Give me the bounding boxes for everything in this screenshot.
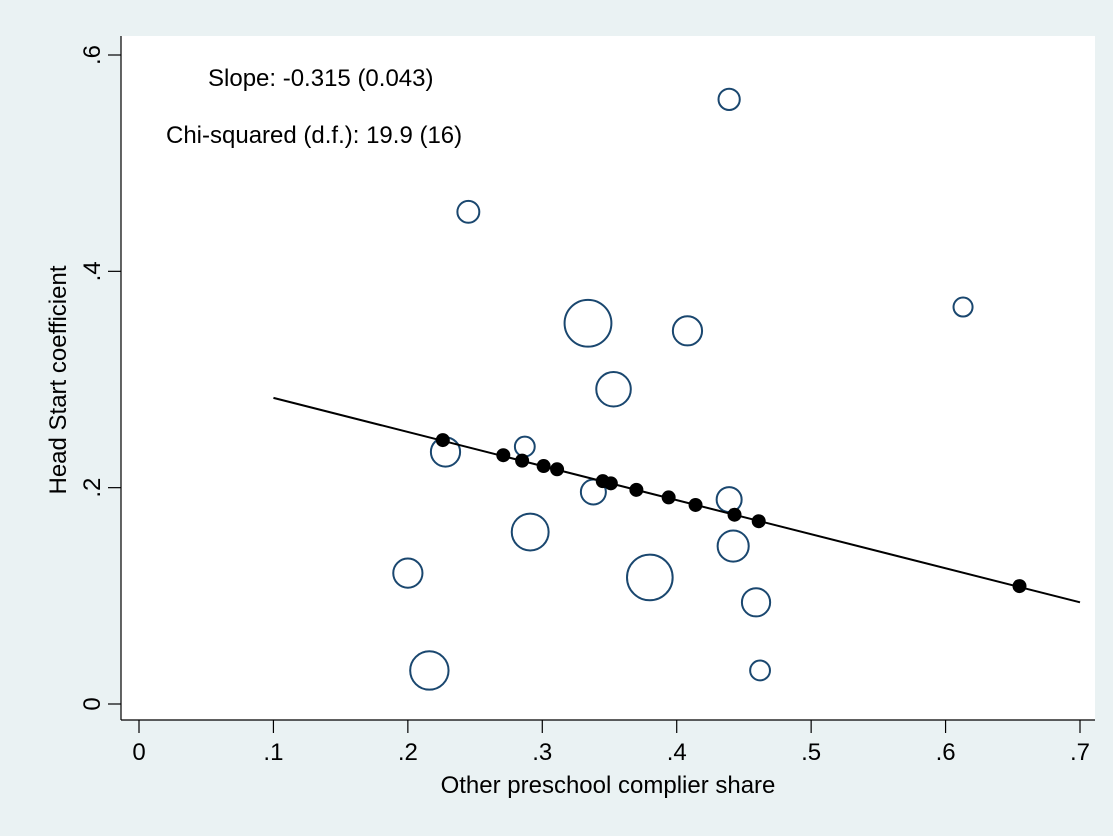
filled-dot-point bbox=[550, 462, 565, 477]
filled-dot-point bbox=[688, 497, 703, 512]
filled-dot-point bbox=[727, 507, 742, 522]
slope-annotation: Slope: -0.315 (0.043) bbox=[208, 65, 433, 92]
x-tick-label: 0 bbox=[132, 739, 145, 766]
filled-dot-point bbox=[536, 459, 551, 474]
chi-squared-annotation: Chi-squared (d.f.): 19.9 (16) bbox=[166, 122, 462, 149]
hollow-circle-point bbox=[671, 315, 704, 347]
hollow-circle-point bbox=[749, 659, 771, 682]
plot-area bbox=[121, 36, 1095, 720]
hollow-circle-point bbox=[716, 529, 750, 563]
hollow-circle-point bbox=[392, 557, 424, 589]
hollow-circle-point bbox=[595, 370, 632, 408]
hollow-circle-point bbox=[740, 587, 772, 618]
x-axis-ticks: 0 .1 .2 .3 .4 .5 .6 .7 bbox=[132, 720, 1090, 766]
x-tick-label: .4 bbox=[667, 739, 687, 766]
fit-line bbox=[273, 396, 1081, 604]
y-axis-ticks: 0 .2 .4 .6 bbox=[79, 45, 121, 711]
x-tick-label: .6 bbox=[936, 739, 956, 766]
hollow-circle-point bbox=[456, 199, 481, 224]
y-tick-label: .2 bbox=[79, 478, 106, 498]
filled-dot-point bbox=[1012, 579, 1027, 594]
x-tick-label: .5 bbox=[801, 739, 821, 766]
x-axis-label: Other preschool complier share bbox=[441, 772, 776, 799]
x-tick-label: .1 bbox=[263, 739, 283, 766]
y-tick-label: .6 bbox=[79, 45, 106, 65]
data-marks bbox=[273, 87, 1081, 691]
hollow-circle-point bbox=[626, 553, 674, 602]
hollow-circle-point bbox=[952, 296, 974, 318]
filled-dot-point bbox=[751, 514, 766, 529]
filled-dot-point bbox=[515, 453, 530, 468]
y-tick-label: .4 bbox=[79, 261, 106, 281]
filled-dot-point bbox=[435, 433, 450, 448]
filled-dot-point bbox=[603, 476, 618, 491]
hollow-circle-point bbox=[510, 512, 550, 552]
filled-dot-point bbox=[661, 490, 676, 505]
hollow-circle-point bbox=[409, 650, 450, 691]
hollow-circle-point bbox=[563, 298, 613, 348]
hollow-circle-point bbox=[717, 87, 741, 111]
y-axis-label: Head Start coefficient bbox=[45, 265, 72, 494]
filled-dot-point bbox=[496, 448, 511, 463]
x-tick-label: .3 bbox=[532, 739, 552, 766]
y-tick-label: 0 bbox=[79, 697, 106, 710]
filled-dot-point bbox=[629, 482, 644, 497]
x-tick-label: .7 bbox=[1070, 739, 1090, 766]
x-tick-label: .2 bbox=[398, 739, 418, 766]
